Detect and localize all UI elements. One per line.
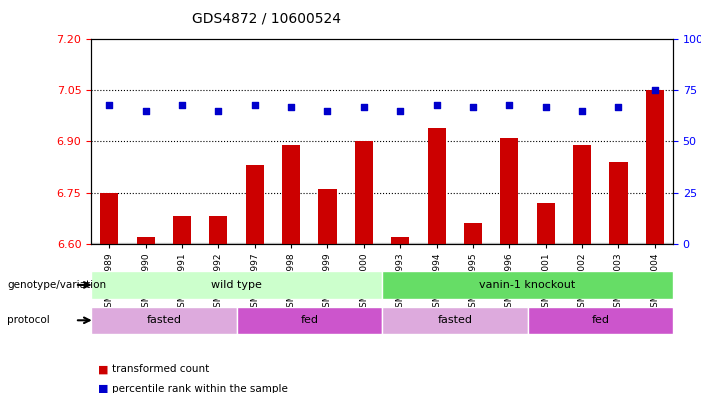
Point [468, 104, 479, 110]
Bar [137, 237, 155, 244]
Point [358, 104, 369, 110]
Bar [210, 217, 228, 244]
Text: fed: fed [300, 315, 318, 325]
Bar [355, 141, 373, 244]
Point [140, 108, 151, 114]
Bar [646, 90, 664, 244]
Point [649, 87, 660, 94]
Text: protocol: protocol [7, 315, 50, 325]
Bar [536, 203, 554, 244]
Text: genotype/variation: genotype/variation [7, 280, 106, 290]
Bar [245, 165, 264, 244]
Point [431, 101, 442, 108]
Text: transformed count: transformed count [112, 364, 210, 375]
Point [504, 101, 515, 108]
Text: ■: ■ [98, 364, 109, 375]
Bar [609, 162, 627, 244]
Point [104, 101, 115, 108]
Point [249, 101, 260, 108]
Bar [428, 128, 446, 244]
FancyBboxPatch shape [527, 307, 673, 334]
Bar [282, 145, 300, 244]
Text: percentile rank within the sample: percentile rank within the sample [112, 384, 288, 393]
Text: ■: ■ [98, 384, 109, 393]
Text: fasted: fasted [147, 315, 182, 325]
Bar [391, 237, 409, 244]
Point [576, 108, 587, 114]
Bar [573, 145, 591, 244]
Bar [318, 189, 336, 244]
Point [540, 104, 551, 110]
FancyBboxPatch shape [236, 307, 382, 334]
Point [613, 104, 624, 110]
Bar [464, 223, 482, 244]
FancyBboxPatch shape [91, 271, 382, 299]
Point [177, 101, 188, 108]
Text: fasted: fasted [437, 315, 472, 325]
Text: GDS4872 / 10600524: GDS4872 / 10600524 [192, 12, 341, 26]
Bar [501, 138, 519, 244]
Point [285, 104, 297, 110]
FancyBboxPatch shape [91, 307, 236, 334]
Text: fed: fed [591, 315, 609, 325]
Point [322, 108, 333, 114]
Bar [173, 217, 191, 244]
FancyBboxPatch shape [382, 271, 673, 299]
Bar [100, 193, 118, 244]
FancyBboxPatch shape [382, 307, 527, 334]
Text: wild type: wild type [211, 280, 262, 290]
Point [213, 108, 224, 114]
Point [395, 108, 406, 114]
Text: vanin-1 knockout: vanin-1 knockout [479, 280, 576, 290]
